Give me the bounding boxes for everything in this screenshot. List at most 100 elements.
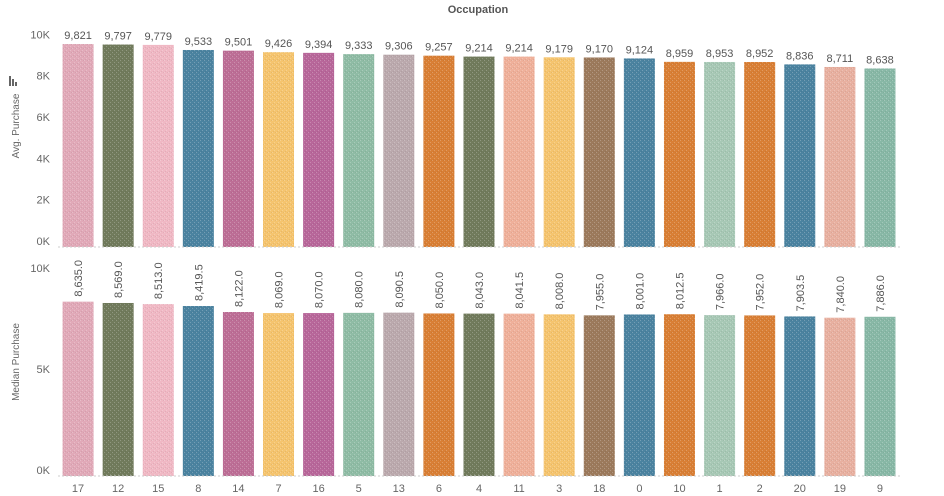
avg-bar-6[interactable] [423,55,455,248]
avg-bar-texture [303,52,335,248]
median-value-label: 8,001.0 [634,273,646,310]
median-bar-14[interactable] [222,312,254,476]
avg-bar-0[interactable] [623,58,655,247]
median-purchase-y-axis: 0K 5K 10K [30,263,50,477]
avg-bar-texture [784,64,816,247]
median-value-label: 8,569.0 [113,261,125,298]
avg-bar-3[interactable] [543,57,575,248]
sort-icon[interactable] [9,76,17,86]
median-bar-9[interactable] [864,316,896,476]
avg-bar-8[interactable] [182,49,214,247]
median-bar-18[interactable] [583,315,615,476]
avg-value-label: 9,306 [385,41,413,53]
avg-bar-16[interactable] [303,52,335,248]
median-bar-16[interactable] [303,313,335,476]
median-bar-texture [503,313,535,476]
median-bar-2[interactable] [744,315,776,476]
avg-bar-13[interactable] [383,54,415,248]
median-value-label: 8,069.0 [274,271,286,308]
avg-bar-19[interactable] [824,66,856,248]
avg-y-tick-label: 10K [30,29,50,41]
median-bar-texture [182,306,214,476]
median-bar-texture [222,312,254,476]
median-value-label: 7,966.0 [715,273,727,310]
avg-value-label: 9,170 [586,43,614,55]
median-bar-11[interactable] [503,313,535,476]
occupation-category-label: 16 [312,483,324,495]
median-bar-texture [583,315,615,476]
median-bar-12[interactable] [102,302,134,476]
avg-bar-15[interactable] [142,44,174,247]
median-value-label: 8,050.0 [434,272,446,309]
avg-bar-20[interactable] [784,64,816,247]
median-bar-texture [704,315,736,476]
median-purchase-bars [62,301,896,476]
avg-bar-texture [343,54,375,248]
chart-header-title: Occupation [448,4,509,16]
avg-value-label: 9,533 [185,36,213,48]
avg-value-label: 9,333 [345,40,373,52]
median-bar-13[interactable] [383,312,415,476]
median-bar-19[interactable] [824,317,856,476]
occupation-category-label: 19 [834,483,846,495]
median-bar-4[interactable] [463,313,495,476]
median-bar-1[interactable] [704,315,736,476]
avg-bar-10[interactable] [663,61,695,247]
avg-value-label: 9,426 [265,38,293,50]
occupation-category-label: 13 [393,483,405,495]
avg-bar-11[interactable] [503,56,535,247]
avg-bar-17[interactable] [62,44,94,247]
median-bar-texture [102,302,134,476]
avg-bar-18[interactable] [583,57,615,248]
median-bar-texture [463,313,495,476]
avg-bar-9[interactable] [864,68,896,248]
avg-bar-texture [142,44,174,247]
occupation-category-label: 5 [356,483,362,495]
median-bar-10[interactable] [663,314,695,476]
median-bar-texture [623,314,655,476]
median-bar-texture [864,316,896,476]
avg-bar-texture [102,44,134,247]
avg-value-label: 9,214 [505,43,533,55]
median-bar-texture [263,313,295,476]
avg-bar-4[interactable] [463,56,495,247]
occupation-category-label: 18 [593,483,605,495]
avg-value-label: 9,821 [64,30,92,42]
median-bar-7[interactable] [263,313,295,476]
median-value-label: 8,012.5 [674,273,686,310]
median-bar-15[interactable] [142,304,174,476]
median-bar-0[interactable] [623,314,655,476]
median-bar-17[interactable] [62,301,94,476]
median-bar-20[interactable] [784,316,816,476]
avg-bar-texture [263,52,295,247]
avg-bar-texture [864,68,896,248]
median-bar-6[interactable] [423,313,455,476]
avg-bar-2[interactable] [744,61,776,247]
occupation-category-label: 11 [513,483,524,495]
avg-bar-texture [62,44,94,247]
avg-bar-12[interactable] [102,44,134,247]
avg-bar-texture [663,61,695,247]
avg-bar-texture [623,58,655,247]
median-bar-texture [663,314,695,476]
median-bar-3[interactable] [543,314,575,476]
median-bar-8[interactable] [182,306,214,476]
avg-bar-7[interactable] [263,52,295,247]
occupation-category-label: 17 [72,483,84,495]
occupation-category-label: 1 [717,483,723,495]
median-value-label: 7,903.5 [795,275,807,312]
occupation-category-label: 14 [232,483,244,495]
avg-value-label: 8,953 [706,48,734,60]
avg-bar-1[interactable] [704,61,736,248]
median-bar-5[interactable] [343,312,375,476]
median-bar-texture [824,317,856,476]
avg-value-label: 9,124 [626,44,654,56]
avg-bar-14[interactable] [222,50,254,248]
median-bar-texture [383,312,415,476]
median-purchase-value-labels: 8,635.0 8,569.0 8,513.0 8,419.5 8,122.0 8,069… [73,260,887,313]
avg-bar-texture [423,55,455,248]
avg-bar-texture [704,61,736,248]
avg-bar-5[interactable] [343,54,375,248]
avg-bar-texture [543,57,575,248]
